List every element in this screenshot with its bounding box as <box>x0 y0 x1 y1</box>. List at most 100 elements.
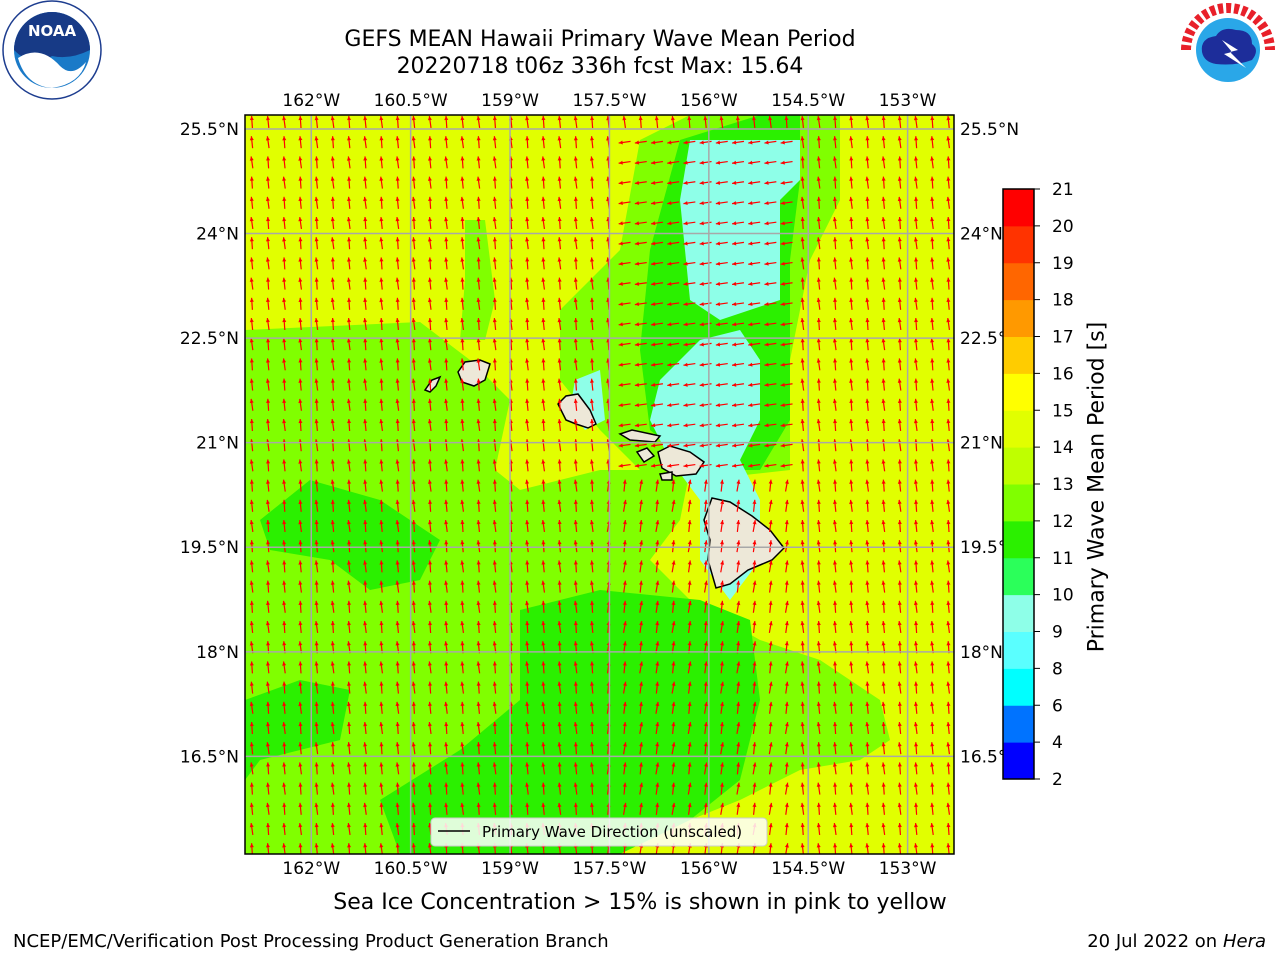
wave-arrow-head <box>573 277 578 282</box>
wave-arrow-head <box>946 297 951 303</box>
wave-arrow-head <box>476 520 481 525</box>
wave-arrow-head <box>833 378 837 383</box>
wave-arrow-head <box>622 701 627 707</box>
wave-arrow-head <box>266 520 271 525</box>
wave-arrow-head <box>282 762 287 767</box>
wave-arrow-head <box>411 600 416 606</box>
wave-arrow-head <box>784 661 789 666</box>
wave-arrow-head <box>748 403 753 408</box>
wave-arrow-head <box>946 762 951 767</box>
wave-arrow-head <box>667 261 672 266</box>
wave-arrow-head <box>525 116 530 121</box>
wave-arrow-head <box>752 641 757 646</box>
wave-arrow-head <box>249 802 254 808</box>
wave-arrow-head <box>444 600 449 605</box>
wave-arrow-head <box>444 419 449 424</box>
wave-arrow-head <box>748 423 753 428</box>
wave-arrow-head <box>460 621 465 626</box>
wave-arrow-head <box>930 338 935 343</box>
wave-arrow-head <box>298 479 303 484</box>
wave-arrow-head <box>655 722 660 727</box>
wave-arrow-head <box>897 722 902 727</box>
wave-arrow-head <box>897 580 902 585</box>
wave-arrow-head <box>541 217 546 222</box>
colorbar-segment <box>1003 594 1034 632</box>
wave-arrow-head <box>525 176 530 181</box>
wave-arrow-head <box>687 621 692 626</box>
wave-arrow-head <box>865 641 870 646</box>
wave-arrow-head <box>800 196 805 202</box>
wave-arrow-head <box>780 342 785 347</box>
wave-arrow-head <box>752 722 757 727</box>
wave-arrow-head <box>395 661 400 666</box>
wave-arrow-head <box>379 318 384 323</box>
wave-arrow-head <box>816 297 821 303</box>
wave-arrow-head <box>946 338 951 343</box>
wave-arrow-head <box>752 661 757 666</box>
wave-arrow-head <box>476 722 481 727</box>
wave-arrow-head <box>347 499 351 505</box>
wave-arrow-head <box>266 701 271 706</box>
wave-arrow-head <box>314 762 319 767</box>
wave-arrow-head <box>703 621 708 626</box>
wave-arrow-head <box>764 342 769 347</box>
wave-arrow-head <box>347 540 352 545</box>
wave-arrow-head <box>460 217 465 222</box>
wave-arrow-head <box>865 621 870 626</box>
wave-arrow-head <box>428 156 432 161</box>
wave-arrow-head <box>460 742 465 747</box>
wave-arrow-head <box>411 257 416 262</box>
wave-arrow-head <box>541 338 546 343</box>
wave-arrow-head <box>476 701 481 707</box>
wave-arrow-head <box>363 641 368 646</box>
wave-arrow-head <box>347 297 352 302</box>
map-frame <box>244 114 955 855</box>
wave-arrow-head <box>897 843 902 848</box>
wave-arrow-head <box>444 176 449 181</box>
wave-arrow-head <box>780 180 785 185</box>
wave-arrow-head <box>736 762 741 767</box>
wave-arrow-head <box>428 136 433 141</box>
wave-arrow-head <box>379 621 384 626</box>
wave-arrow-head <box>460 459 465 464</box>
period-10-region-north <box>680 140 800 320</box>
wave-arrow-head <box>314 297 319 303</box>
wave-arrow-head <box>330 257 335 262</box>
wave-arrow-head <box>930 116 935 121</box>
wave-arrow-head <box>780 443 785 448</box>
wave-arrow-head <box>703 600 708 606</box>
wave-arrow-head <box>266 459 271 464</box>
wave-arrow-head <box>330 762 335 767</box>
wave-arrow-head <box>363 843 368 848</box>
wave-arrow-head <box>411 459 416 464</box>
wave-arrow-head <box>748 322 753 327</box>
wave-arrow-head <box>865 459 870 464</box>
wave-arrow-head <box>671 560 676 565</box>
lon-tick-label: 153°W <box>879 859 937 879</box>
lon-tick-label: 159°W <box>481 91 539 111</box>
wave-arrow-head <box>748 221 753 226</box>
wave-arrow-head <box>363 742 368 747</box>
wave-arrow-head <box>800 742 805 747</box>
wave-arrow-head <box>249 823 254 828</box>
wave-arrow-head <box>411 196 416 202</box>
colorbar-tick-label: 8 <box>1052 659 1063 679</box>
wave-arrow-head <box>557 398 562 403</box>
wave-arrow-head <box>930 762 935 767</box>
wave-arrow-head <box>573 419 578 424</box>
wave-arrow-head <box>699 180 704 185</box>
wave-arrow-head <box>346 823 351 828</box>
wave-arrow-head <box>687 600 692 606</box>
wave-arrow-head <box>395 843 400 848</box>
wave-arrow-head <box>249 196 254 202</box>
wave-arrow-head <box>249 722 254 727</box>
wave-arrow-head <box>266 580 271 585</box>
wave-arrow-head <box>715 403 721 408</box>
wave-arrow-head <box>347 136 351 141</box>
wave-arrow-head <box>379 762 384 767</box>
wave-arrow-head <box>865 742 870 747</box>
wave-arrow-head <box>752 540 757 545</box>
wave-arrow-head <box>249 621 254 626</box>
wave-arrow-head <box>784 499 789 505</box>
lat-tick-label: 16.5°N <box>180 747 239 767</box>
